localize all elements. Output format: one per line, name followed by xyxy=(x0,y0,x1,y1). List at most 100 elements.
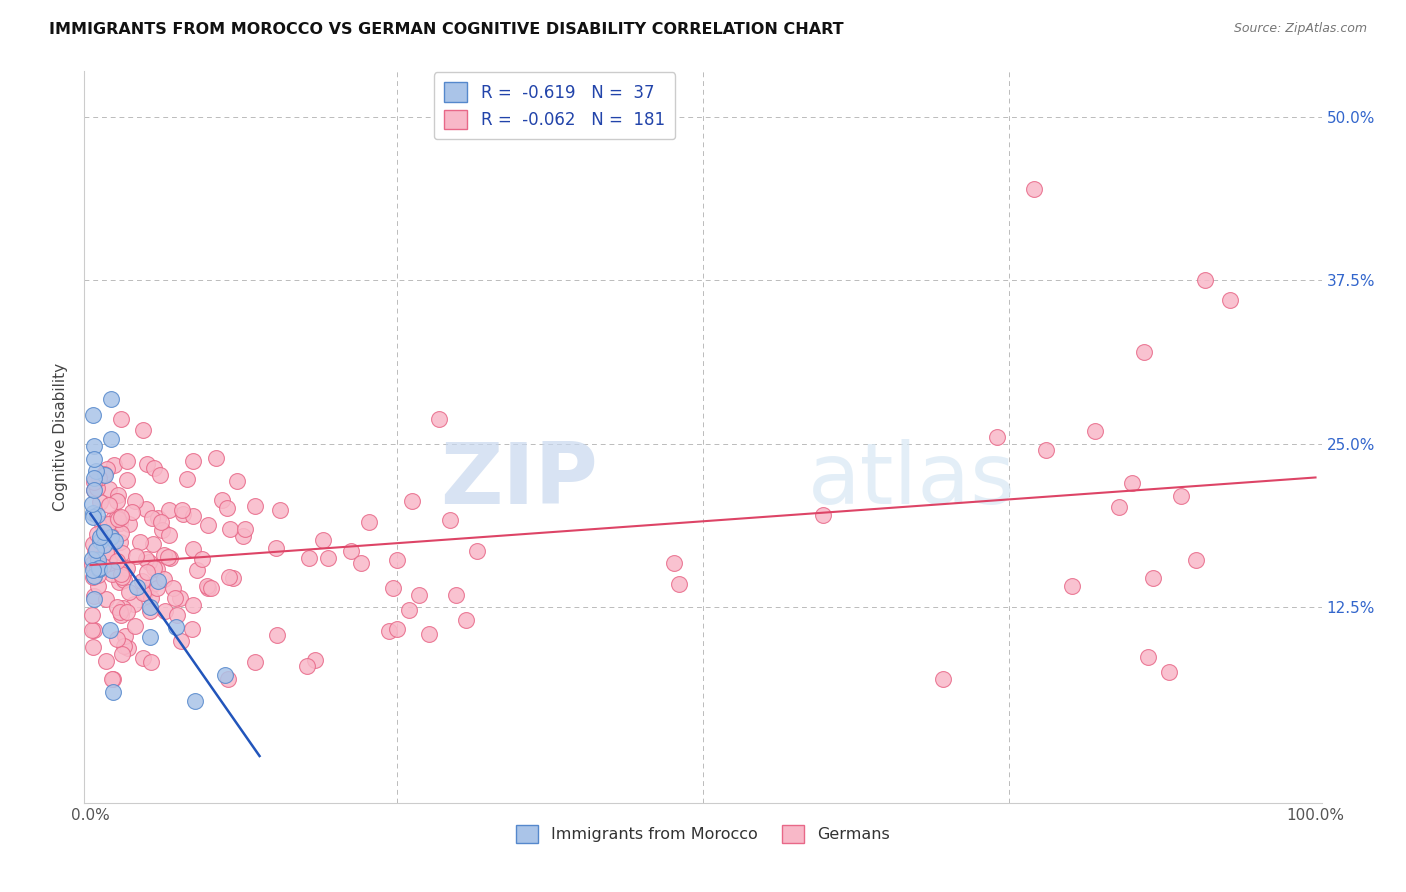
Point xyxy=(135,501,157,516)
Point xyxy=(162,582,184,596)
Point xyxy=(382,581,405,595)
Point xyxy=(96,591,118,606)
Point xyxy=(105,599,128,614)
Point xyxy=(89,530,111,544)
Point xyxy=(125,580,148,594)
Point xyxy=(141,511,163,525)
Point xyxy=(83,483,105,497)
Point xyxy=(80,608,103,623)
Point xyxy=(96,545,118,559)
Point xyxy=(101,512,124,526)
Point xyxy=(316,550,339,565)
Point xyxy=(84,464,107,478)
Point xyxy=(101,685,124,699)
Point xyxy=(80,557,103,571)
Point xyxy=(138,555,160,569)
Point xyxy=(101,563,124,577)
Point xyxy=(264,541,287,555)
Point xyxy=(215,501,238,516)
Point xyxy=(83,589,105,603)
Point xyxy=(89,561,111,575)
Point xyxy=(181,622,204,636)
Point xyxy=(83,624,105,638)
Point xyxy=(1035,443,1057,458)
Point xyxy=(107,574,129,589)
Legend: Immigrants from Morocco, Germans: Immigrants from Morocco, Germans xyxy=(510,819,896,850)
Point xyxy=(86,481,108,495)
Point xyxy=(97,498,120,512)
Point xyxy=(1194,273,1216,287)
Point xyxy=(110,607,132,622)
Point xyxy=(112,600,135,615)
Point xyxy=(82,537,104,551)
Point xyxy=(385,553,408,567)
Point xyxy=(115,454,138,468)
Point xyxy=(195,579,218,593)
Point xyxy=(811,508,834,523)
Point xyxy=(111,570,134,584)
Point xyxy=(197,581,219,595)
Point xyxy=(97,517,120,532)
Point xyxy=(159,503,181,517)
Point xyxy=(132,423,155,437)
Point xyxy=(385,622,408,636)
Point xyxy=(94,654,117,668)
Point xyxy=(221,571,243,585)
Point xyxy=(357,516,380,530)
Point xyxy=(295,659,318,673)
Point xyxy=(149,467,172,482)
Point xyxy=(135,566,157,580)
Point xyxy=(83,439,105,453)
Point xyxy=(217,672,239,686)
Point xyxy=(266,627,288,641)
Point xyxy=(110,412,132,426)
Point xyxy=(117,641,139,656)
Point xyxy=(200,582,222,596)
Point xyxy=(1133,345,1156,359)
Point xyxy=(1142,571,1164,585)
Point xyxy=(181,454,204,468)
Point xyxy=(142,561,165,575)
Text: Source: ZipAtlas.com: Source: ZipAtlas.com xyxy=(1233,22,1367,36)
Y-axis label: Cognitive Disability: Cognitive Disability xyxy=(53,363,69,511)
Point xyxy=(105,554,128,568)
Point xyxy=(232,528,254,542)
Point xyxy=(163,591,186,605)
Text: atlas: atlas xyxy=(808,440,1017,523)
Point xyxy=(169,591,191,606)
Point xyxy=(83,591,105,606)
Point xyxy=(83,452,105,467)
Point xyxy=(114,628,136,642)
Point xyxy=(932,672,955,686)
Point xyxy=(143,461,166,475)
Point xyxy=(89,495,111,509)
Point xyxy=(377,624,399,638)
Point xyxy=(439,512,461,526)
Point xyxy=(159,550,181,565)
Point xyxy=(134,586,156,600)
Point xyxy=(269,503,291,517)
Point xyxy=(139,604,162,618)
Point xyxy=(986,430,1008,444)
Point xyxy=(427,411,450,425)
Point xyxy=(110,566,132,581)
Point xyxy=(145,562,167,576)
Point xyxy=(108,516,131,531)
Point xyxy=(456,613,478,627)
Point xyxy=(340,544,363,558)
Point xyxy=(91,556,114,570)
Point xyxy=(114,574,136,588)
Point xyxy=(664,557,686,571)
Point xyxy=(104,534,127,549)
Text: IMMIGRANTS FROM MOROCCO VS GERMAN COGNITIVE DISABILITY CORRELATION CHART: IMMIGRANTS FROM MOROCCO VS GERMAN COGNIT… xyxy=(49,22,844,37)
Point xyxy=(1108,500,1130,514)
Point xyxy=(86,508,108,523)
Point xyxy=(89,471,111,485)
Point xyxy=(1170,489,1192,503)
Point xyxy=(218,570,240,584)
Point xyxy=(90,517,112,532)
Point xyxy=(1136,649,1159,664)
Point xyxy=(142,537,165,551)
Point xyxy=(132,586,155,600)
Point xyxy=(233,522,256,536)
